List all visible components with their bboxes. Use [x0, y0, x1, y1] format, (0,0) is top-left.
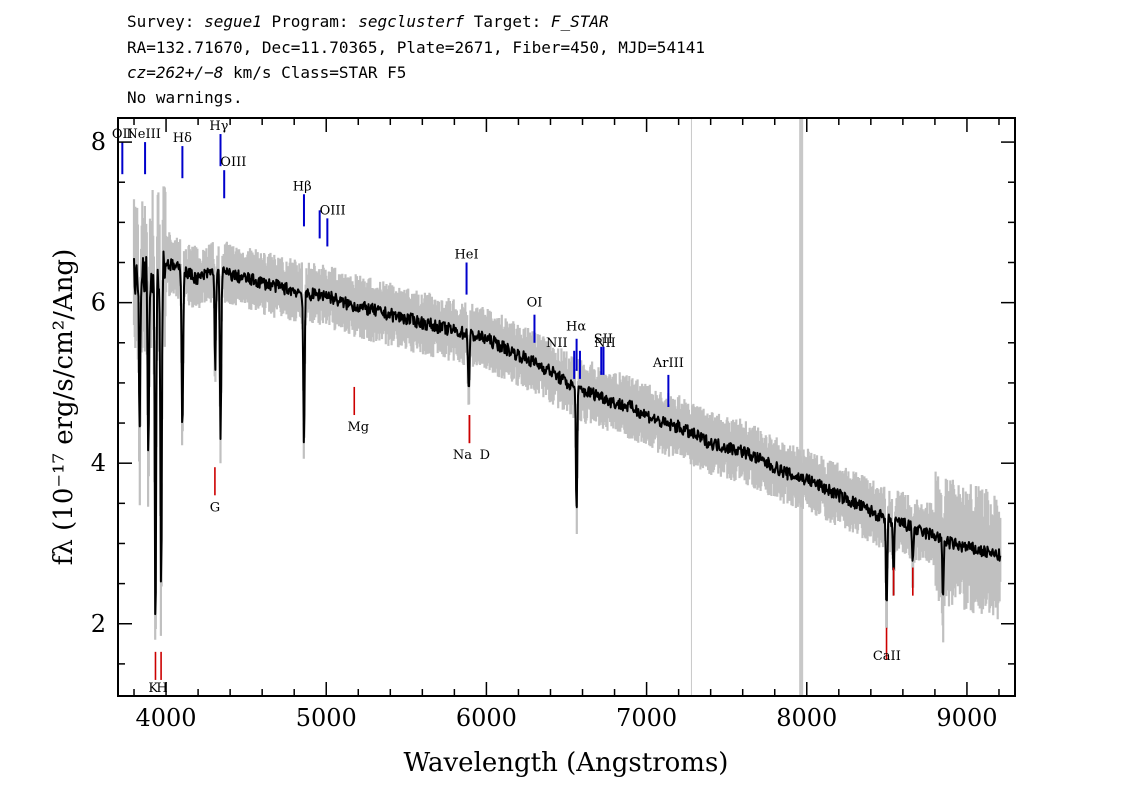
- header-line-2: RA=132.71670, Dec=11.70365, Plate=2671, …: [127, 38, 705, 57]
- target-value: F_STAR: [550, 12, 609, 31]
- target-label: Target:: [464, 12, 551, 31]
- emission-line-label: SII: [594, 332, 613, 347]
- emission-line-label: OIII: [220, 155, 246, 170]
- absorption-line-label: CaII: [873, 649, 901, 664]
- plot-frame: [117, 117, 1016, 697]
- x-axis-title: Wavelength (Angstroms): [404, 748, 729, 778]
- y-tick-label: 8: [91, 128, 106, 156]
- emission-line-label: Hα: [566, 320, 586, 335]
- emission-line-label: Hβ: [293, 179, 312, 194]
- redshift-value: cz=262+/−8: [127, 63, 224, 82]
- masked-region-bar: [799, 118, 804, 696]
- program-label: Program:: [261, 12, 359, 31]
- absorption-line-label: Na: [453, 448, 472, 463]
- absorption-line-label: K: [148, 681, 158, 696]
- x-tick-label: 4000: [136, 704, 197, 732]
- x-tick-label: 5000: [296, 704, 357, 732]
- emission-line-label: ArIII: [652, 356, 684, 371]
- x-tick-label: 6000: [456, 704, 517, 732]
- y-axis-title: fλ (10⁻¹⁷ erg/s/cm²/Ang): [49, 249, 79, 565]
- program-value: segclusterf: [358, 12, 465, 31]
- x-tick-label: 7000: [616, 704, 677, 732]
- header-line-4: No warnings.: [127, 88, 243, 107]
- emission-line-label: HeI: [454, 247, 478, 262]
- absorption-line-label: H: [156, 681, 167, 696]
- x-tick-label: 9000: [936, 704, 997, 732]
- class-text: km/s Class=STAR F5: [223, 63, 407, 82]
- gray-bars: [690, 118, 804, 696]
- emission-line-label: Hδ: [173, 131, 192, 146]
- flux-series: [133, 250, 1002, 616]
- y-tick-label: 6: [91, 289, 106, 317]
- emission-line-label: NeIII: [126, 127, 160, 142]
- emission-line-label: OI: [527, 296, 543, 311]
- absorption-line-label: D: [480, 448, 490, 463]
- header-line-3: cz=262+/−8 km/s Class=STAR F5: [127, 63, 406, 83]
- absorption-line-label: G: [210, 500, 220, 515]
- noise-spikes: [132, 186, 1002, 643]
- axis-ticks: 4000 5000 6000 7000 8000 9000 2 4 6 8: [91, 118, 1015, 732]
- noise-band: [132, 186, 1002, 643]
- emission-line-label: NII: [546, 336, 568, 351]
- y-tick-label: 2: [91, 610, 106, 638]
- emission-line-label: NII: [594, 336, 616, 351]
- survey-value: segue1: [204, 12, 262, 31]
- absorption-line-label: Mg: [347, 420, 369, 435]
- emission-line-label: OIII: [320, 203, 346, 218]
- flux-line: [133, 250, 1002, 616]
- emission-line-label: Hγ: [209, 119, 228, 134]
- header-line-1: Survey: segue1 Program: segclusterf Targ…: [127, 12, 609, 32]
- x-tick-label: 8000: [776, 704, 837, 732]
- survey-label: Survey:: [127, 12, 205, 31]
- y-tick-label: 4: [91, 449, 106, 477]
